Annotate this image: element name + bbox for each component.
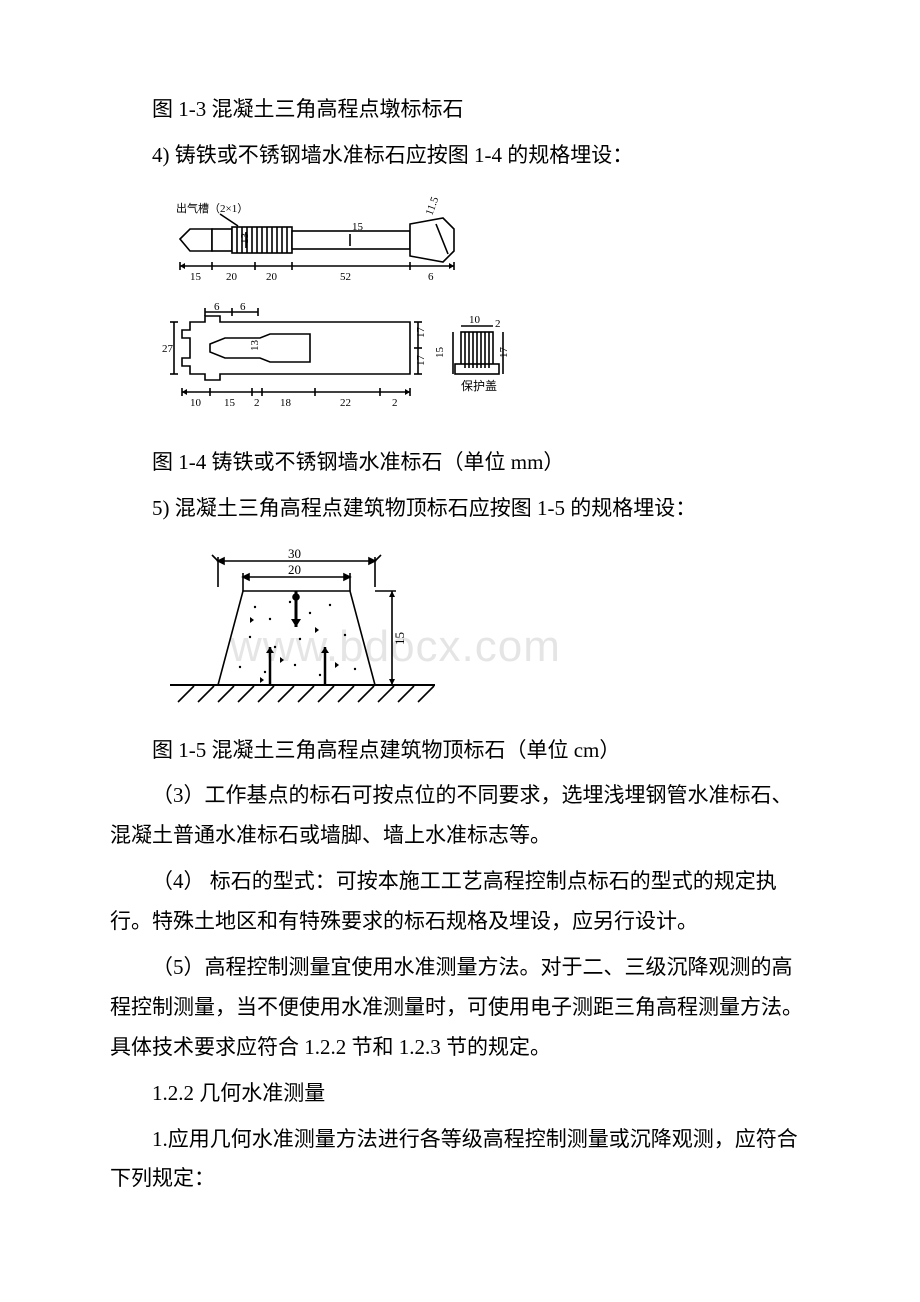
svg-text:2: 2	[495, 318, 501, 330]
svg-text:11.5: 11.5	[424, 195, 442, 217]
svg-text:27: 27	[162, 343, 174, 355]
caption-fig-1-3: 图 1-3 混凝土三角高程点墩标标石	[110, 90, 810, 130]
fig-1-5-svg: 30 20	[160, 547, 450, 717]
fig-1-4-svg: 出气槽（2×1） 13 15 11.5 15 20 20 52 6	[160, 194, 520, 429]
svg-text:13: 13	[249, 339, 261, 351]
svg-text:15: 15	[434, 346, 446, 358]
para-5: （5）高程控制测量宜使用水准测量方法。对于二、三级沉降观测的高程控制测量，当不便…	[110, 948, 810, 1068]
svg-text:15: 15	[224, 397, 236, 409]
caption-fig-1-5: 图 1-5 混凝土三角高程点建筑物顶标石（单位 cm）	[110, 731, 810, 771]
svg-text:17: 17	[415, 326, 427, 338]
para-3: （3）工作基点的标石可按点位的不同要求，选埋浅埋钢管水准标石、混凝土普通水准标石…	[110, 776, 810, 856]
svg-text:18: 18	[280, 397, 292, 409]
svg-text:保护盖: 保护盖	[461, 379, 497, 393]
figure-1-4: 出气槽（2×1） 13 15 11.5 15 20 20 52 6	[160, 194, 810, 429]
caption-fig-1-4: 图 1-4 铸铁或不锈钢墙水准标石（单位 mm）	[110, 443, 810, 483]
para-1-2-2-1: 1.应用几何水准测量方法进行各等级高程控制测量或沉降观测，应符合下列规定：	[110, 1120, 810, 1200]
svg-text:15: 15	[190, 271, 202, 283]
svg-text:6: 6	[240, 301, 246, 313]
svg-text:6: 6	[214, 301, 220, 313]
para-item-5: 5) 混凝土三角高程点建筑物顶标石应按图 1-5 的规格埋设：	[110, 489, 810, 529]
svg-text:30: 30	[288, 547, 301, 561]
svg-text:20: 20	[288, 562, 301, 577]
svg-text:22: 22	[340, 397, 351, 409]
heading-1-2-2: 1.2.2 几何水准测量	[110, 1074, 810, 1114]
para-4: （4） 标石的型式：可按本施工工艺高程控制点标石的型式的规定执行。特殊土地区和有…	[110, 862, 810, 942]
svg-text:17: 17	[498, 346, 510, 358]
svg-text:10: 10	[190, 397, 202, 409]
svg-text:20: 20	[266, 271, 278, 283]
para-item-4: 4) 铸铁或不锈钢墙水准标石应按图 1-4 的规格埋设：	[110, 136, 810, 176]
svg-text:出气槽（2×1）: 出气槽（2×1）	[176, 201, 248, 215]
svg-text:52: 52	[340, 271, 351, 283]
svg-text:10: 10	[469, 314, 481, 326]
svg-text:20: 20	[226, 271, 238, 283]
svg-text:15: 15	[392, 632, 407, 645]
svg-text:2: 2	[254, 397, 260, 409]
svg-text:17: 17	[415, 354, 427, 366]
svg-text:15: 15	[352, 221, 364, 233]
svg-text:2: 2	[392, 397, 398, 409]
figure-1-5: 30 20	[160, 547, 810, 717]
svg-text:13: 13	[239, 232, 251, 244]
svg-text:6: 6	[428, 271, 434, 283]
